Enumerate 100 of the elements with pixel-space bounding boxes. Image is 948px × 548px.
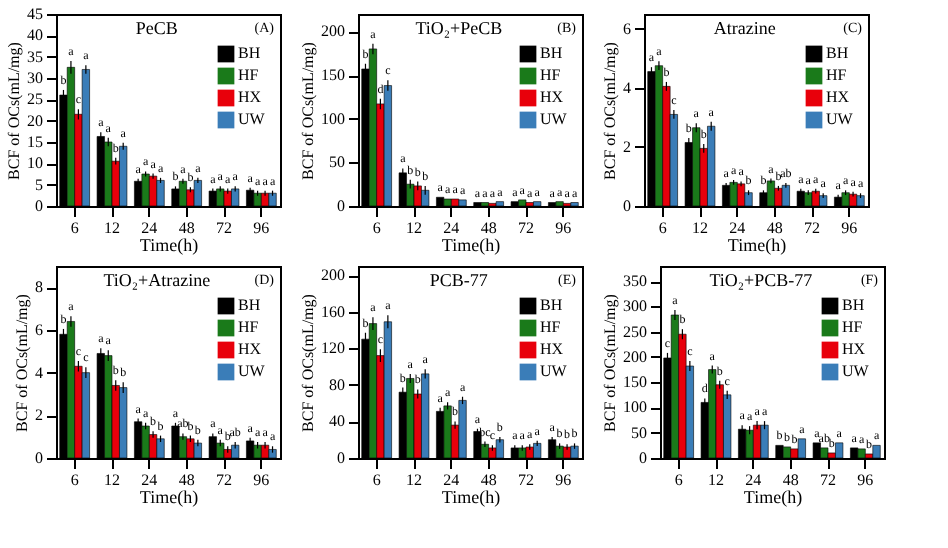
bar [812,442,821,459]
y-tick-label: 80 [329,375,345,394]
y-tick-label: 25 [27,90,43,109]
bar [421,373,430,459]
legend-label: UW [238,110,266,128]
y-tick-label: 2 [623,137,631,156]
legend-label: BH [238,296,261,314]
bar [171,425,180,459]
x-tick-label: 48 [480,219,497,237]
legend-label: HX [540,340,564,358]
x-tick-label: 24 [729,219,746,237]
x-axis-title: Time(h) [727,235,787,255]
legend-label: HX [842,340,866,358]
bar [804,192,813,207]
bar [193,180,202,207]
x-axis-title: Time(h) [139,487,199,507]
y-tick-label: 50 [329,153,345,172]
y-tick-label: 150 [321,66,345,85]
bar [495,201,504,207]
y-tick-label: 8 [35,278,43,297]
bar [781,185,790,207]
bar [208,436,217,459]
x-tick-label: 12 [104,219,120,237]
chart-title: TiO₂+PeCB [415,18,503,38]
bar [246,440,255,459]
bar [834,196,843,207]
x-tick-label: 48 [766,219,783,237]
y-tick-label: 0 [35,449,43,467]
bar [171,188,180,207]
chart-title: PCB-77 [429,270,489,290]
x-tick-label: 96 [253,219,270,237]
legend-label: BH [238,44,261,62]
bar [533,201,542,207]
bar [81,69,90,207]
x-tick-label: 12 [406,219,422,237]
y-tick-label: 4 [623,78,631,97]
bar [797,438,806,459]
y-tick-label: 200 [623,347,647,366]
bar [81,372,90,459]
legend-label: UW [826,110,854,128]
bar [208,190,217,207]
y-tick-label: 10 [27,154,43,173]
bar [692,127,701,207]
x-axis-title: Time(h) [441,487,501,507]
bar [246,189,255,207]
y-tick-label: 120 [321,339,345,358]
y-tick-label: 200 [321,22,345,41]
bar [766,180,775,207]
bar [436,196,445,207]
x-tick-label: 48 [178,219,195,237]
y-tick-label: 0 [639,449,647,467]
bar [775,445,784,459]
legend-label: UW [238,362,266,380]
bar [473,431,482,459]
bar [178,180,187,207]
legend-label: UW [842,362,870,380]
legend-label: UW [540,110,568,128]
legend-label: HX [826,88,850,106]
x-tick-label: 96 [857,471,874,489]
y-axis-title: BCF of OCs(mL/mg) [13,293,31,432]
chart-title: Atrazine [713,18,776,38]
y-tick-label: 350 [623,272,647,291]
x-axis-title: Time(h) [743,487,803,507]
legend-label: HX [238,340,262,358]
legend-label: HF [842,318,864,336]
bar [510,447,519,459]
y-axis-title: BCF of OCs(mL/mg) [601,293,619,432]
x-tick-label: 72 [820,471,836,489]
bar [231,188,240,207]
bar [104,355,113,459]
x-tick-label: 72 [518,219,534,237]
legend-label: HF [826,66,848,84]
legend-label: BH [842,296,865,314]
x-tick-label: 48 [782,471,799,489]
x-tick-label: 24 [141,219,158,237]
y-tick-label: 5 [35,175,43,194]
x-tick-label: 6 [70,219,79,237]
bar [707,125,716,207]
y-tick-label: 150 [623,373,647,392]
x-axis-title: Time(h) [139,235,199,255]
y-tick-label: 200 [321,266,345,285]
bar [510,201,519,207]
chart-title: TiO₂+PCB-77 [709,270,814,290]
bar [835,442,844,459]
bar [820,447,829,459]
x-tick-label: 6 [372,219,381,237]
bar [193,442,202,459]
x-tick-label: 96 [841,219,858,237]
bar [398,172,407,207]
bar [782,446,791,459]
bar [96,136,105,207]
y-tick-label: 6 [35,321,43,339]
bar [458,400,467,459]
chart-title: TiO₂+Atrazine [103,270,211,290]
bar [495,439,504,459]
y-tick-label: 0 [337,449,345,467]
x-tick-label: 6 [70,471,79,489]
x-tick-label: 96 [253,471,270,489]
legend-label: HF [540,318,562,336]
bar [119,145,128,207]
